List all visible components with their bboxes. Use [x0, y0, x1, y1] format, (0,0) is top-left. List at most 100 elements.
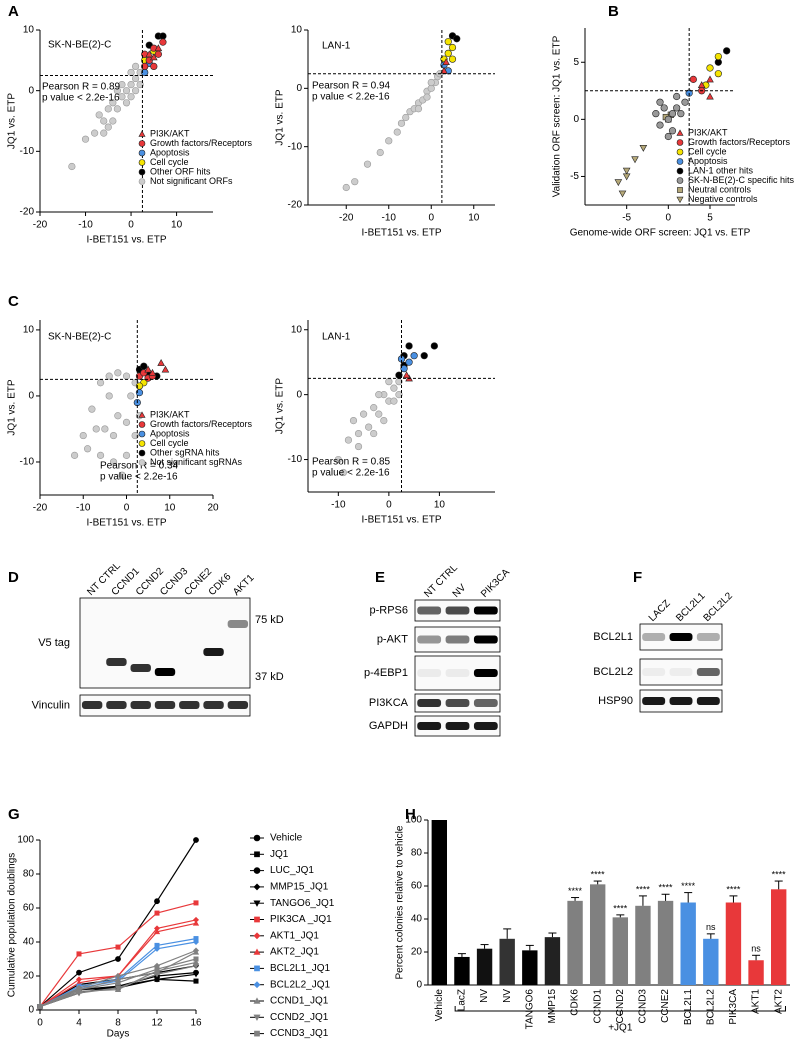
point — [380, 417, 388, 425]
y-tick-label: 100 — [17, 835, 34, 846]
point — [154, 50, 162, 58]
point — [132, 87, 140, 95]
y-tick-label: -10 — [20, 146, 35, 157]
blot-band — [669, 633, 693, 641]
point — [118, 93, 126, 101]
legend-label: BCL2L1_JQ1 — [270, 963, 330, 974]
point — [375, 391, 383, 399]
point — [681, 98, 689, 106]
point — [448, 55, 457, 63]
point — [115, 944, 121, 950]
point — [344, 436, 353, 444]
annotation: Pearson R = 0.34 — [100, 461, 179, 472]
point — [79, 431, 87, 440]
x-tick-label: CCND3 — [638, 989, 649, 1024]
x-axis-label: I-BET151 vs. ETP — [86, 235, 166, 246]
point — [342, 183, 350, 192]
y-tick-label: 10 — [23, 25, 35, 36]
point — [159, 38, 167, 46]
bar — [476, 948, 493, 985]
group-bracket — [454, 1006, 786, 1016]
bar — [499, 938, 515, 985]
x-tick-label: 5 — [707, 213, 713, 224]
legend-label: LAN-1 other hits — [688, 165, 754, 175]
point — [154, 910, 160, 916]
point — [656, 121, 664, 129]
annotation: Pearson R = 0.94 — [312, 81, 391, 92]
point — [370, 404, 378, 412]
point — [427, 78, 435, 87]
y-tick-label: -5 — [570, 171, 579, 182]
point — [706, 75, 714, 83]
point — [395, 391, 403, 399]
point — [639, 144, 648, 152]
point — [114, 985, 122, 992]
legend-marker — [253, 834, 261, 842]
blot-band — [130, 701, 151, 709]
row-label: p-AKT — [377, 633, 408, 645]
point — [453, 35, 461, 43]
y-tick-label: 0 — [28, 1005, 34, 1016]
point — [664, 115, 672, 123]
point — [114, 976, 122, 982]
blot-band — [203, 648, 224, 656]
legend-marker — [138, 459, 146, 466]
point — [400, 365, 408, 373]
blot-band — [445, 722, 470, 730]
y-tick-label: 80 — [23, 869, 35, 880]
point — [135, 389, 144, 397]
point — [115, 956, 121, 962]
point — [192, 948, 200, 955]
point — [390, 384, 398, 392]
y-tick-label: 0 — [296, 389, 302, 400]
blot-band — [445, 669, 470, 677]
point — [652, 110, 660, 118]
legend-marker — [138, 140, 146, 147]
x-tick-label: 10 — [434, 500, 446, 511]
y-axis-label: Percent colonies relative to vehicle — [395, 825, 406, 979]
point — [68, 162, 76, 171]
legend-marker — [677, 187, 683, 193]
point — [109, 99, 117, 107]
y-axis-label: Validation ORF screen: JQ1 vs. ETP — [552, 35, 563, 197]
blot-band — [473, 669, 498, 677]
point — [122, 372, 131, 380]
point — [81, 135, 90, 143]
legend-marker — [676, 139, 684, 146]
point — [150, 53, 158, 61]
point — [122, 451, 131, 459]
blot-band — [445, 699, 470, 707]
panel-letter: E — [375, 569, 385, 586]
point — [150, 62, 158, 71]
y-tick-label: 0 — [296, 83, 302, 94]
legend-label: CCND1_JQ1 — [270, 996, 329, 1007]
point — [664, 132, 672, 141]
point — [88, 405, 96, 413]
point — [114, 369, 122, 377]
x-tick-label: CCND1 — [592, 989, 603, 1024]
bar — [522, 950, 538, 985]
x-axis-label: Days — [107, 1029, 130, 1040]
point — [95, 111, 103, 119]
y-tick-label: 10 — [291, 25, 303, 36]
point — [118, 471, 126, 479]
point — [101, 425, 109, 433]
point — [109, 117, 117, 125]
blot-band — [473, 699, 498, 707]
x-tick-label: LacZ — [457, 989, 468, 1011]
group-label: +JQ1 — [608, 1023, 633, 1034]
x-tick-label: -20 — [339, 213, 354, 224]
x-tick-label: BCL2L2 — [705, 989, 716, 1026]
point — [193, 978, 199, 984]
point — [706, 64, 714, 72]
point — [397, 119, 406, 127]
legend-marker — [254, 916, 260, 923]
point — [118, 80, 126, 89]
point — [402, 113, 410, 122]
point — [375, 410, 383, 418]
blot-band — [445, 635, 470, 644]
point — [390, 397, 398, 405]
point — [448, 43, 457, 52]
blot-band — [642, 668, 666, 676]
y-axis-label: JQ1 vs. ETP — [275, 378, 286, 434]
